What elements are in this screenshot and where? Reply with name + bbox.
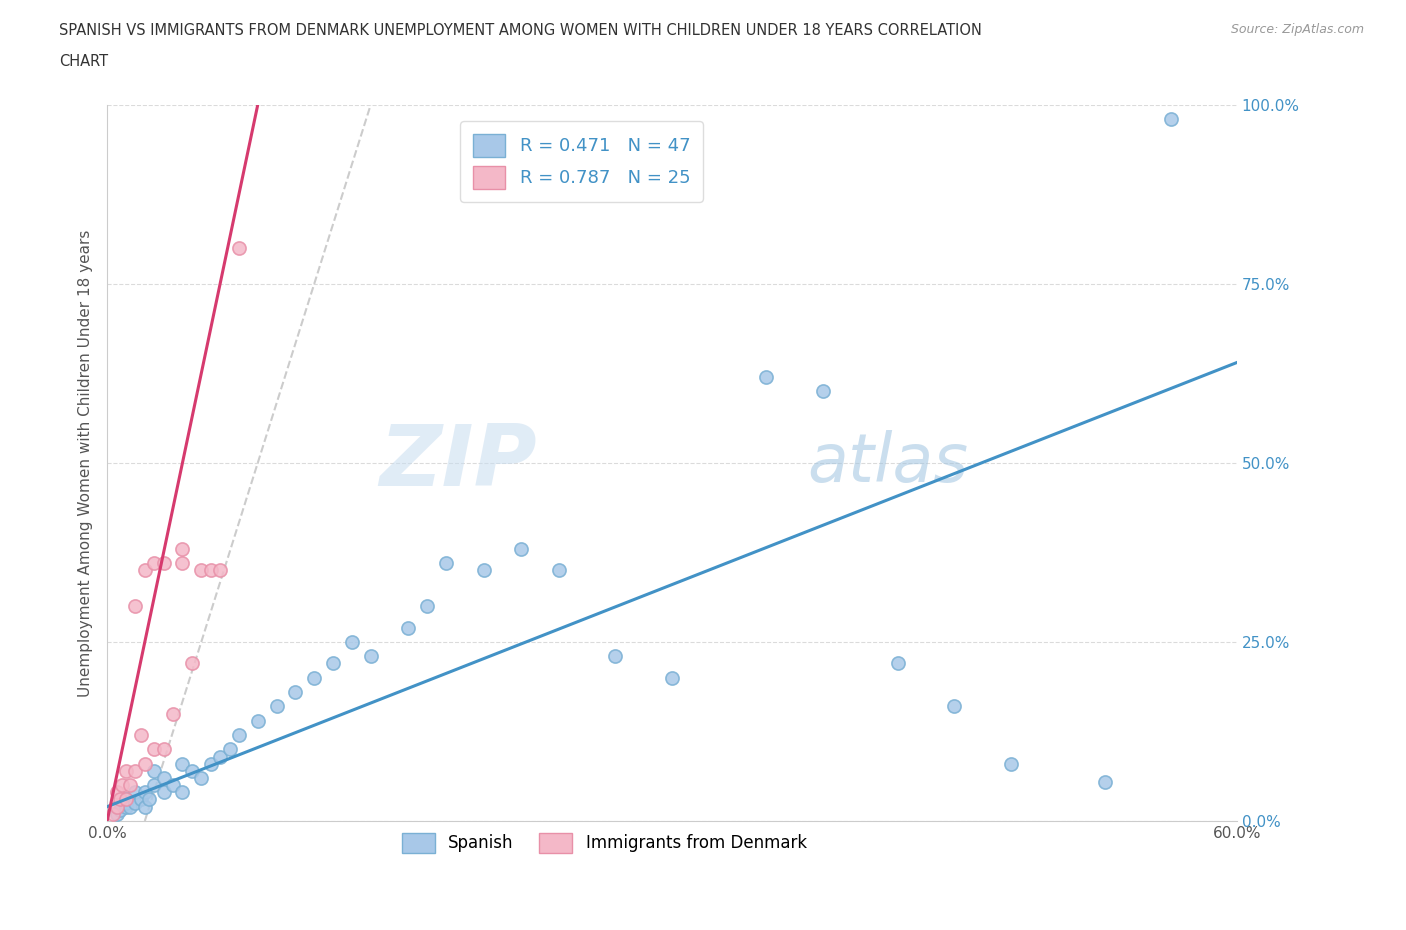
Point bbox=[143, 742, 166, 757]
Point bbox=[115, 764, 138, 778]
Point bbox=[110, 792, 132, 807]
Point bbox=[304, 671, 326, 685]
Point bbox=[124, 764, 146, 778]
Point bbox=[105, 799, 128, 814]
Point bbox=[124, 796, 146, 811]
Text: Source: ZipAtlas.com: Source: ZipAtlas.com bbox=[1230, 23, 1364, 36]
Point bbox=[755, 369, 778, 384]
Point bbox=[138, 792, 160, 807]
Point bbox=[943, 699, 966, 714]
Text: SPANISH VS IMMIGRANTS FROM DENMARK UNEMPLOYMENT AMONG WOMEN WITH CHILDREN UNDER : SPANISH VS IMMIGRANTS FROM DENMARK UNEMP… bbox=[59, 23, 981, 38]
Point bbox=[190, 563, 212, 578]
Point bbox=[129, 727, 152, 742]
Point bbox=[143, 556, 166, 571]
Point bbox=[1094, 774, 1116, 789]
Text: CHART: CHART bbox=[59, 54, 108, 69]
Y-axis label: Unemployment Among Women with Children Under 18 years: Unemployment Among Women with Children U… bbox=[79, 229, 93, 697]
Point bbox=[209, 749, 232, 764]
Point bbox=[105, 806, 128, 821]
Point bbox=[134, 756, 156, 771]
Point bbox=[172, 785, 194, 800]
Point bbox=[152, 771, 174, 786]
Point bbox=[111, 777, 134, 792]
Point bbox=[605, 649, 627, 664]
Point bbox=[416, 599, 439, 614]
Point bbox=[115, 792, 138, 807]
Point bbox=[115, 799, 138, 814]
Point bbox=[360, 649, 382, 664]
Point bbox=[172, 541, 194, 556]
Point bbox=[162, 706, 184, 721]
Point bbox=[228, 727, 250, 742]
Point bbox=[162, 777, 184, 792]
Point bbox=[134, 799, 156, 814]
Point bbox=[190, 771, 212, 786]
Point bbox=[129, 792, 152, 807]
Point bbox=[218, 742, 240, 757]
Point bbox=[200, 563, 222, 578]
Point bbox=[887, 656, 910, 671]
Text: atlas: atlas bbox=[807, 430, 969, 496]
Point bbox=[396, 620, 419, 635]
Point bbox=[228, 241, 250, 256]
Point bbox=[124, 785, 146, 800]
Point bbox=[152, 556, 174, 571]
Point bbox=[105, 785, 128, 800]
Point bbox=[548, 563, 571, 578]
Point bbox=[266, 699, 288, 714]
Point bbox=[143, 764, 166, 778]
Point bbox=[152, 742, 174, 757]
Text: ZIP: ZIP bbox=[378, 421, 537, 504]
Point bbox=[172, 756, 194, 771]
Point bbox=[180, 656, 202, 671]
Point bbox=[434, 556, 457, 571]
Point bbox=[472, 563, 495, 578]
Point bbox=[115, 796, 138, 811]
Point bbox=[172, 556, 194, 571]
Point bbox=[180, 764, 202, 778]
Point bbox=[118, 777, 141, 792]
Point bbox=[1160, 112, 1182, 126]
Point bbox=[115, 792, 138, 807]
Point bbox=[209, 563, 232, 578]
Point bbox=[200, 756, 222, 771]
Point bbox=[1000, 756, 1022, 771]
Point bbox=[101, 806, 124, 821]
Point bbox=[246, 713, 269, 728]
Point bbox=[110, 803, 132, 817]
Point bbox=[284, 684, 307, 699]
Point bbox=[510, 541, 533, 556]
Point bbox=[340, 634, 363, 649]
Point bbox=[118, 799, 141, 814]
Point bbox=[661, 671, 683, 685]
Point bbox=[152, 785, 174, 800]
Point bbox=[134, 785, 156, 800]
Point bbox=[124, 599, 146, 614]
Point bbox=[322, 656, 344, 671]
Legend: Spanish, Immigrants from Denmark: Spanish, Immigrants from Denmark bbox=[395, 827, 813, 859]
Point bbox=[134, 563, 156, 578]
Point bbox=[143, 777, 166, 792]
Point bbox=[811, 384, 834, 399]
